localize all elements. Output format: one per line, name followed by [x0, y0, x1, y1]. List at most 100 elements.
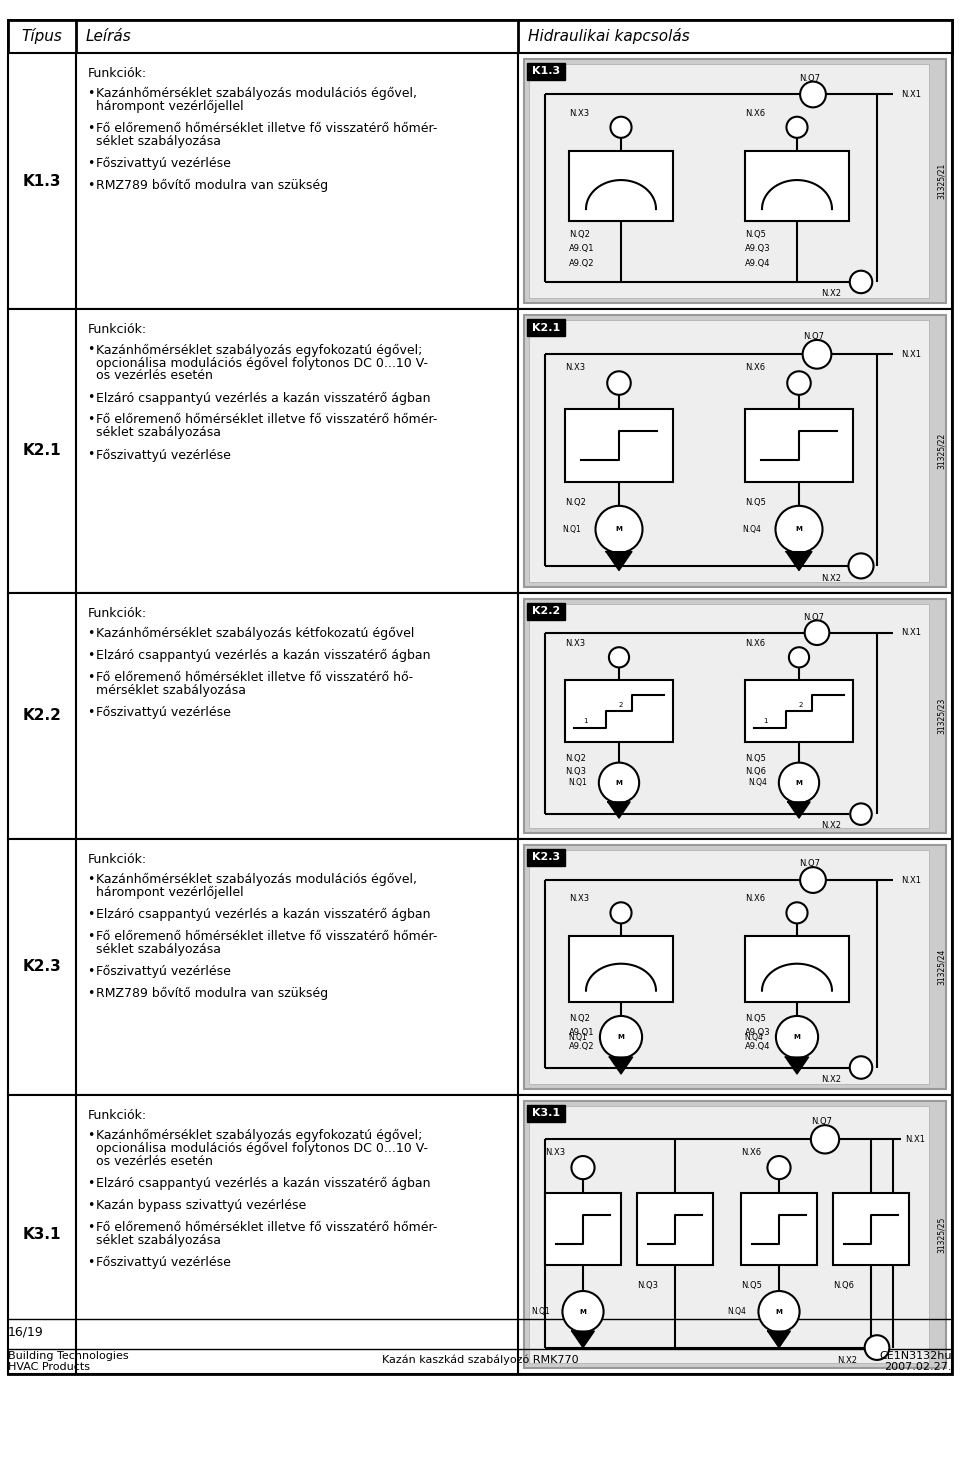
Circle shape — [571, 1156, 594, 1180]
Text: N.Q7: N.Q7 — [803, 612, 824, 621]
Text: N.X1: N.X1 — [901, 90, 921, 99]
Text: •: • — [87, 627, 94, 640]
Text: hárompont vezérlőjellel: hárompont vezérlőjellel — [96, 886, 244, 898]
Text: Kazánhőmérséklet szabályozás egyfokozatú égővel;: Kazánhőmérséklet szabályozás egyfokozatú… — [96, 1129, 422, 1143]
Text: •: • — [87, 1221, 94, 1235]
Bar — [545, 1193, 621, 1266]
Text: N.X2: N.X2 — [821, 1074, 841, 1083]
Text: M: M — [615, 526, 622, 532]
Text: N.Q6: N.Q6 — [833, 1280, 854, 1289]
Text: M: M — [796, 526, 803, 532]
Text: N.X2: N.X2 — [821, 289, 841, 298]
Text: N.Q1: N.Q1 — [568, 1033, 588, 1042]
Bar — [745, 680, 853, 742]
Text: Kazánhőmérséklet szabályozás modulációs égővel,: Kazánhőmérséklet szabályozás modulációs … — [96, 87, 417, 101]
Text: 1: 1 — [583, 717, 588, 723]
Circle shape — [851, 803, 872, 825]
Text: •: • — [87, 1129, 94, 1143]
Text: os vezérlés esetén: os vezérlés esetén — [96, 1154, 213, 1168]
Bar — [529, 603, 929, 827]
Circle shape — [865, 1335, 889, 1360]
Circle shape — [767, 1156, 791, 1180]
Text: A9.Q4: A9.Q4 — [745, 258, 771, 268]
Text: 2: 2 — [619, 701, 623, 707]
Text: N.Q2: N.Q2 — [565, 754, 586, 763]
Polygon shape — [786, 551, 812, 571]
Text: Leírás: Leírás — [86, 30, 132, 44]
Text: •: • — [87, 122, 94, 135]
Text: N.Q7: N.Q7 — [811, 1117, 832, 1126]
Text: N.Q7: N.Q7 — [799, 860, 820, 868]
Text: Főszivattyú vezérlése: Főszivattyú vezérlése — [96, 157, 230, 170]
Text: •: • — [87, 344, 94, 356]
Circle shape — [811, 1125, 839, 1153]
Text: Fő előremenő hőmérséklet illetve fő visszatérő hőmér-: Fő előremenő hőmérséklet illetve fő viss… — [96, 413, 438, 427]
Bar — [741, 1193, 817, 1266]
Text: Kazán kaszkád szabályozó RMK770: Kazán kaszkád szabályozó RMK770 — [382, 1355, 578, 1365]
Text: A9.Q1: A9.Q1 — [569, 1027, 594, 1037]
Text: Hidraulikai kapcsolás: Hidraulikai kapcsolás — [528, 28, 689, 44]
Text: Funkciók:: Funkciók: — [88, 852, 147, 865]
Text: 16/19: 16/19 — [8, 1325, 44, 1338]
Text: Típus: Típus — [21, 28, 62, 44]
Text: M: M — [794, 1034, 801, 1040]
Bar — [8, 1095, 952, 1374]
Text: N.Q4: N.Q4 — [748, 778, 767, 787]
Text: Funkciók:: Funkciók: — [88, 67, 147, 80]
Bar — [565, 409, 673, 482]
Text: N.X2: N.X2 — [837, 1356, 857, 1365]
Circle shape — [786, 903, 807, 923]
Text: N.X3: N.X3 — [565, 363, 586, 372]
Text: K2.1: K2.1 — [23, 443, 61, 458]
Bar — [524, 59, 946, 304]
Circle shape — [800, 867, 826, 894]
Bar — [569, 151, 673, 221]
Text: Főszivattyú vezérlése: Főszivattyú vezérlése — [96, 449, 230, 461]
Text: opcionálisa modulációs égővel folytonos DC 0...10 V-: opcionálisa modulációs égővel folytonos … — [96, 1143, 428, 1154]
Text: N.Q2: N.Q2 — [569, 230, 589, 240]
Bar — [745, 937, 849, 1002]
Text: Főszivattyú vezérlése: Főszivattyú vezérlése — [96, 705, 230, 719]
Text: •: • — [87, 413, 94, 427]
Bar — [8, 839, 952, 1095]
Circle shape — [804, 621, 829, 645]
Circle shape — [608, 372, 631, 394]
Text: 1: 1 — [763, 717, 767, 723]
Text: •: • — [87, 449, 94, 461]
Text: N.X1: N.X1 — [901, 876, 921, 885]
Text: •: • — [87, 929, 94, 943]
Text: M: M — [580, 1309, 587, 1315]
Bar — [529, 64, 929, 298]
Bar — [527, 849, 565, 865]
Text: HVAC Products: HVAC Products — [8, 1362, 90, 1372]
Circle shape — [563, 1291, 604, 1332]
Text: K2.3: K2.3 — [532, 852, 560, 863]
Text: N.Q7: N.Q7 — [803, 332, 824, 341]
Text: K2.1: K2.1 — [532, 323, 560, 333]
Circle shape — [611, 903, 632, 923]
Text: A9.Q2: A9.Q2 — [569, 258, 594, 268]
Text: M: M — [776, 1309, 782, 1315]
Text: hárompont vezérlőjellel: hárompont vezérlőjellel — [96, 99, 244, 113]
Text: 31325/25: 31325/25 — [937, 1217, 946, 1252]
Polygon shape — [610, 1057, 633, 1074]
Text: N.Q4: N.Q4 — [728, 1307, 746, 1316]
Bar — [527, 1106, 565, 1122]
Text: Főszivattyú vezérlése: Főszivattyú vezérlése — [96, 1255, 230, 1269]
Circle shape — [789, 648, 809, 667]
Circle shape — [850, 1057, 873, 1079]
Text: N.X6: N.X6 — [745, 894, 765, 904]
Text: N.Q6: N.Q6 — [745, 768, 766, 777]
Text: •: • — [87, 157, 94, 170]
Text: Főszivattyú vezérlése: Főszivattyú vezérlése — [96, 965, 230, 978]
Text: M: M — [796, 780, 803, 785]
Text: séklet szabályozása: séklet szabályozása — [96, 1235, 221, 1246]
Bar — [569, 937, 673, 1002]
Text: Elzáró csappantyú vezérlés a kazán visszatérő ágban: Elzáró csappantyú vezérlés a kazán vissz… — [96, 391, 430, 405]
Circle shape — [599, 763, 639, 803]
Circle shape — [849, 553, 874, 578]
Text: N.Q3: N.Q3 — [637, 1280, 658, 1289]
Text: N.X6: N.X6 — [745, 363, 765, 372]
Text: •: • — [87, 907, 94, 920]
Text: N.Q2: N.Q2 — [569, 1014, 589, 1023]
